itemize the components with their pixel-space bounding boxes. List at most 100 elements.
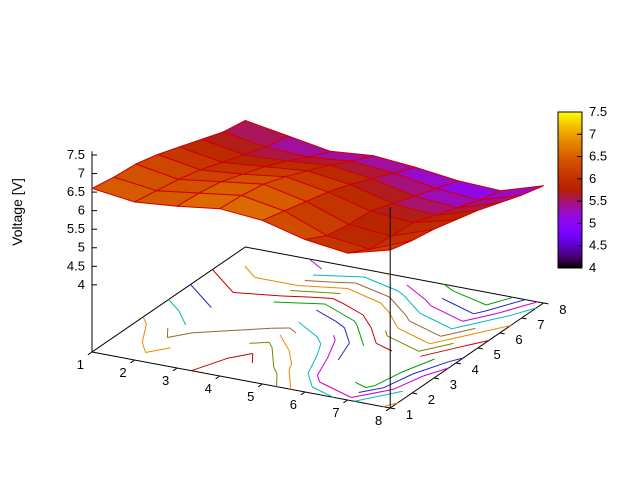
contour-line — [231, 327, 272, 331]
contour-line — [392, 375, 424, 390]
contour-line — [412, 361, 449, 375]
contour-line — [288, 350, 293, 365]
contour-line — [386, 335, 420, 352]
base-plane-outline — [90, 246, 545, 409]
contour-line — [385, 330, 388, 336]
z-tick-label: 4.5 — [67, 258, 85, 273]
contour-line — [486, 296, 514, 306]
contour-line — [343, 303, 364, 316]
contour-line — [141, 342, 146, 353]
contour-line — [370, 327, 377, 344]
x-tick-label: 4 — [205, 381, 212, 396]
z-tick-label: 7 — [78, 166, 85, 181]
contour-line — [335, 320, 345, 329]
contour-line — [282, 295, 309, 298]
contour-line — [420, 345, 466, 357]
y-tick-mark — [390, 407, 396, 410]
contour-line — [244, 265, 256, 278]
contour-line — [425, 299, 432, 307]
contour-line — [273, 301, 325, 305]
contour-line — [304, 280, 330, 283]
contour-line — [373, 371, 403, 387]
contour-line — [168, 299, 180, 312]
z-axis-label: Voltage [V] — [9, 178, 25, 246]
contour-line — [329, 281, 356, 284]
contour-line — [249, 341, 270, 344]
contour-line — [190, 284, 202, 297]
contour-line — [380, 302, 390, 313]
contour-line — [365, 385, 375, 388]
contour-line — [332, 298, 344, 305]
x-tick-mark — [130, 359, 135, 364]
contour-line — [389, 296, 407, 316]
base-contour-lines — [141, 258, 538, 408]
colorbar-tick-label: 6 — [589, 171, 596, 186]
y-tick-label: 2 — [428, 392, 435, 407]
contour-line — [347, 288, 381, 304]
contour-line — [413, 335, 430, 345]
contour-line — [397, 327, 415, 337]
contour-line — [271, 347, 275, 368]
contour-line — [463, 315, 510, 327]
contour-line — [497, 301, 538, 314]
contour-line — [316, 336, 322, 345]
contour-line — [397, 290, 405, 297]
contour-line — [430, 305, 463, 322]
contour-line — [440, 327, 476, 337]
contour-line — [312, 386, 334, 398]
base-plane-border — [90, 246, 545, 409]
x-tick-label: 8 — [375, 413, 382, 428]
contour-line — [354, 390, 403, 402]
contour-line — [200, 295, 212, 308]
contour-line — [227, 353, 253, 359]
contour-line — [279, 334, 290, 352]
z-tick-label: 5.5 — [67, 221, 85, 236]
contour-line — [290, 290, 341, 294]
x-tick-mark — [87, 351, 93, 356]
colorbar-tick-label: 4.5 — [589, 238, 607, 253]
contour-line — [337, 342, 350, 361]
contour-line — [465, 340, 489, 347]
x-tick-label: 7 — [332, 405, 339, 420]
x-tick-label: 1 — [77, 357, 84, 372]
contour-line — [316, 357, 328, 376]
y-tick-mark — [433, 377, 440, 380]
z-tick-label: 7.5 — [67, 147, 85, 162]
contour-line — [375, 342, 393, 352]
contour-line — [289, 327, 297, 334]
contour-line — [141, 323, 147, 343]
contour-line — [355, 282, 373, 291]
contour-line — [268, 342, 273, 348]
pm3d-surface — [91, 120, 544, 254]
contour-line — [288, 363, 293, 371]
x-tick-label: 2 — [119, 365, 126, 380]
colorbar-tick-label: 6.5 — [589, 149, 607, 164]
contour-line — [222, 280, 234, 293]
contour-line — [452, 290, 487, 306]
y-tick-label: 4 — [472, 362, 479, 377]
contour-line — [408, 320, 441, 337]
contour-line — [441, 297, 458, 307]
y-tick-label: 1 — [406, 407, 413, 422]
contour-line — [355, 381, 367, 388]
contour-line — [351, 388, 394, 398]
contour-line — [273, 366, 278, 375]
contour-line — [419, 312, 437, 322]
contour-line — [288, 369, 292, 390]
y-tick-label: 8 — [559, 302, 566, 317]
contour-line — [423, 367, 449, 377]
contour-line — [312, 274, 365, 278]
contour-line — [429, 340, 442, 345]
contour-line — [145, 347, 171, 353]
colorbar-tick-label: 4 — [589, 260, 596, 275]
contour-line — [448, 357, 464, 363]
contour-line — [167, 332, 193, 338]
contour-line — [418, 342, 454, 352]
colorbar-tick-label: 7 — [589, 126, 596, 141]
z-tick-label: 4 — [78, 277, 85, 292]
y-tick-mark — [455, 362, 461, 365]
contour-line — [308, 258, 323, 270]
x-tick-mark — [385, 407, 391, 412]
y-tick-label: 7 — [537, 317, 544, 332]
